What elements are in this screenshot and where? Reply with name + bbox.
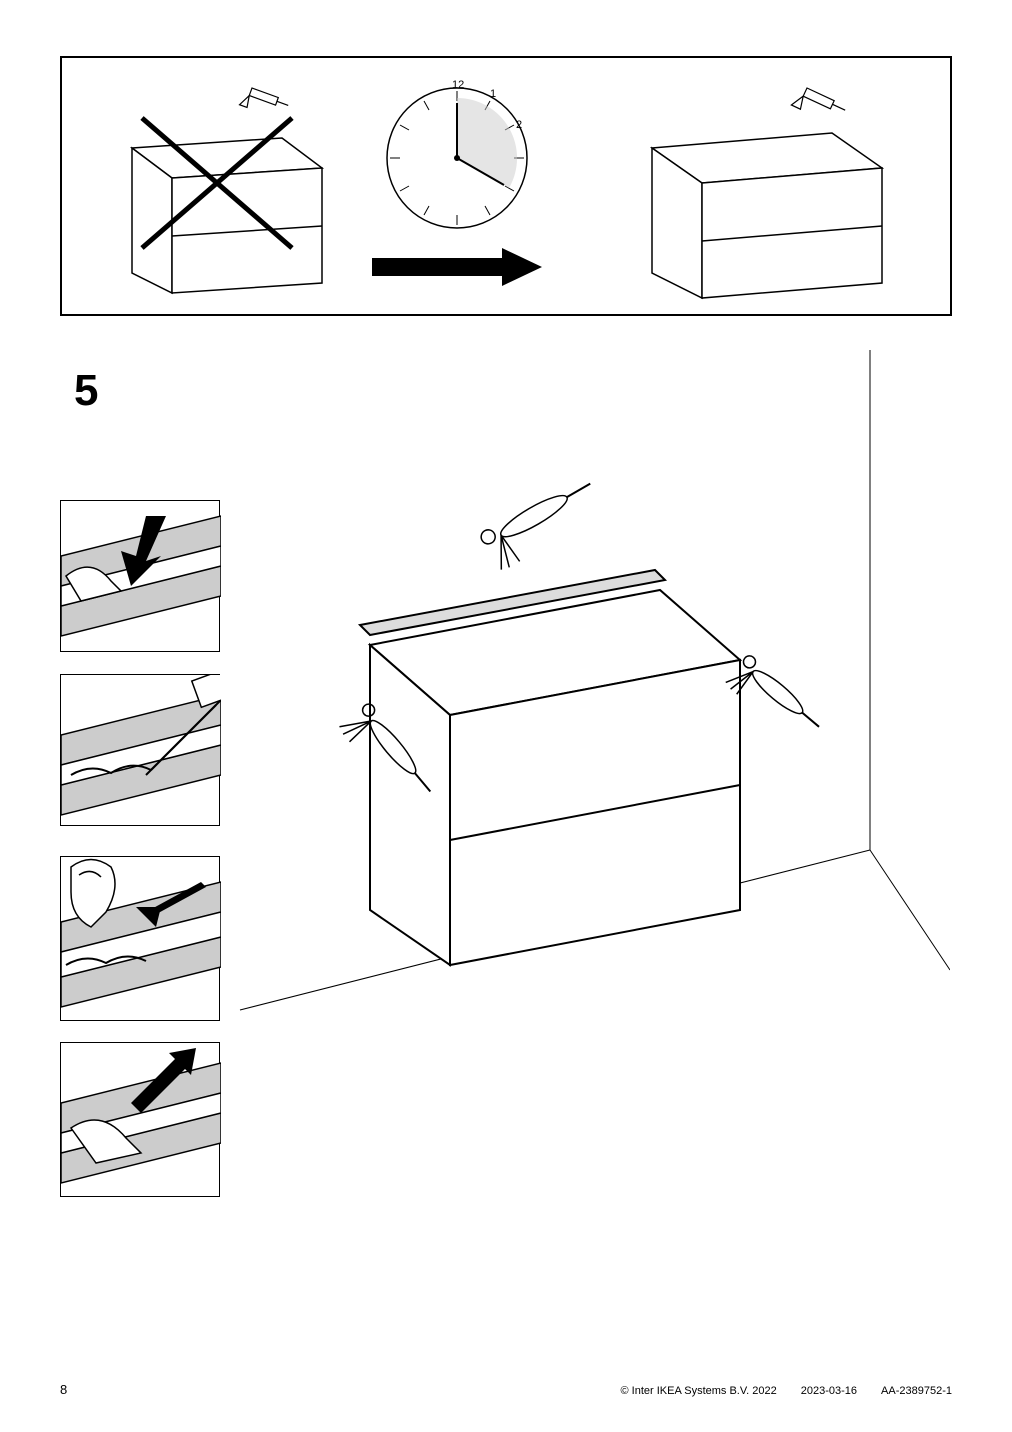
top-panel-illustration: 12 1 2	[62, 58, 954, 318]
top-panel: 12 1 2	[60, 56, 952, 316]
detail-panel-1	[60, 500, 220, 652]
main-diagram	[230, 350, 950, 1070]
copyright-text: © Inter IKEA Systems B.V. 2022	[620, 1385, 776, 1397]
detail-panel-4	[60, 1042, 220, 1197]
detail-panel-2	[60, 674, 220, 826]
instruction-page: 12 1 2	[0, 0, 1012, 1432]
doc-id: AA-2389752-1	[881, 1385, 952, 1397]
page-footer: 8 © Inter IKEA Systems B.V. 2022 2023-03…	[60, 1382, 952, 1397]
step-number: 5	[74, 366, 98, 416]
clock-2: 2	[516, 119, 522, 131]
page-number: 8	[60, 1382, 67, 1397]
clock-1: 1	[490, 88, 496, 100]
clock-12: 12	[452, 79, 464, 91]
date-text: 2023-03-16	[801, 1385, 857, 1397]
detail-panel-3	[60, 856, 220, 1021]
